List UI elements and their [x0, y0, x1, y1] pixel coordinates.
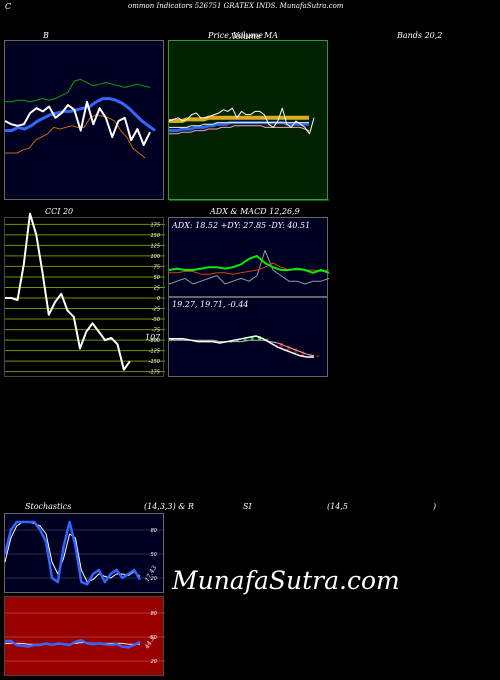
cci-value-label: 107 — [145, 333, 161, 342]
macd-histogram-bar — [229, 341, 232, 343]
price-label: Price, — [208, 31, 232, 40]
cci-chart: 175 150 125 100 75 50 25 0 -25 -50 -75 -100 -125 -150… — [5, 212, 165, 376]
adx-panel: ADX: 18.52 +DY: 27.85 -DY: 40.51 — [168, 217, 330, 297]
bollinger-middle-line — [5, 97, 156, 133]
cci-tick-label: 75 — [154, 264, 160, 270]
bollinger-lower-line — [5, 114, 146, 159]
macd-values: 19.27, 19.71, -0.44 — [172, 300, 249, 309]
watermark: MunafaSutra.com — [172, 566, 400, 595]
adx-values: ADX: 18.52 +DY: 27.85 -DY: 40.51 — [172, 221, 311, 230]
cci-tick-label: -75 — [152, 328, 160, 334]
minus-di-line — [169, 262, 330, 275]
macd-line — [169, 335, 314, 358]
header-title: ommon Indicators 526751 GRATEX INDS. Mun… — [128, 2, 344, 10]
plus-di-line — [168, 255, 330, 274]
price-volume-chart — [168, 107, 329, 201]
rsi-tick-label: 50 — [151, 635, 157, 641]
macd-histogram-bar — [316, 355, 319, 357]
macd-histogram-bar — [236, 340, 240, 342]
cci-tick-label: 150 — [150, 233, 160, 239]
cci-tick-label: 100 — [150, 254, 160, 260]
cci-panel: 175 150 125 100 75 50 25 0 -25 -50 -75 -100 -125 -150… — [4, 212, 165, 377]
macd-histogram-bar — [287, 345, 290, 350]
bands-label: Bands 20,2 — [397, 31, 443, 40]
rsi-params-label: (14,5 — [327, 502, 348, 511]
macd-histogram-bar — [279, 343, 283, 348]
adx-line — [168, 249, 330, 285]
cci-tick-label: -125 — [149, 349, 160, 355]
stoch-tick-label: 80 — [151, 528, 157, 534]
macd-chart — [169, 335, 319, 358]
macd-panel: 19.27, 19.71, -0.44 — [168, 297, 328, 377]
rsi-close-paren: ) — [433, 502, 437, 511]
rsi-tick-label: 20 — [151, 659, 157, 665]
cci-tick-label: 0 — [157, 296, 160, 302]
price-line — [168, 107, 315, 135]
cci-tick-label: -150 — [149, 359, 160, 365]
ma-line-white — [169, 122, 309, 128]
cci-tick-label: -100 — [149, 338, 160, 344]
ma-line-pink — [169, 125, 310, 135]
cci-tick-label: -25 — [152, 307, 160, 313]
cci-tick-label: 25 — [154, 285, 160, 291]
volume-label: Volume — [233, 31, 263, 40]
ma-label: MA — [264, 31, 278, 40]
price-volume-ma-label: Price, Volume Volume MA — [208, 31, 278, 41]
adx-chart — [168, 249, 330, 285]
cci-label: CCI 20 — [45, 207, 74, 216]
cci-tick-label: 125 — [150, 243, 160, 249]
stochastics-label: Stochastics — [25, 502, 72, 511]
bollinger-upper-line — [5, 78, 151, 103]
rsi-panel: 80 50 20 44.5 — [4, 596, 165, 676]
cci-line — [5, 212, 131, 371]
rsi-line — [5, 638, 141, 649]
stoch-k-line — [3, 520, 142, 586]
stoch-tick-label: 20 — [151, 576, 157, 582]
cci-tick-label: -50 — [152, 317, 160, 323]
rsi-tick-label: 80 — [151, 611, 157, 617]
bollinger-chart — [4, 78, 156, 159]
cci-tick-label: 175 — [150, 222, 160, 228]
macd-histogram-bar — [301, 351, 305, 356]
rsi-label: SI — [243, 502, 252, 511]
ma-line-orange — [169, 115, 309, 123]
cci-tick-label: -175 — [149, 370, 160, 376]
cci-tick-label: 50 — [154, 275, 160, 281]
bollinger-close-line — [4, 100, 151, 146]
price-volume-panel — [168, 40, 329, 201]
stoch-tick-label: 50 — [151, 552, 157, 558]
header-c: C — [5, 2, 12, 11]
macd-histogram-bar — [243, 338, 247, 342]
volume-label-overlap: Volume — [231, 32, 261, 41]
macd-histogram-bar — [250, 337, 254, 341]
bollinger-b-label: B — [43, 31, 49, 40]
adx-macd-label: ADX & MACD 12,26,9 — [210, 207, 300, 216]
stochastics-panel: 80 50 20 17.43 — [3, 513, 165, 593]
macd-histogram-bar — [308, 354, 312, 357]
stoch-params-label: (14,3,3) & R — [144, 502, 194, 511]
macd-histogram-bar — [265, 338, 269, 341]
bollinger-panel — [4, 40, 164, 200]
macd-histogram-bar — [294, 348, 298, 353]
